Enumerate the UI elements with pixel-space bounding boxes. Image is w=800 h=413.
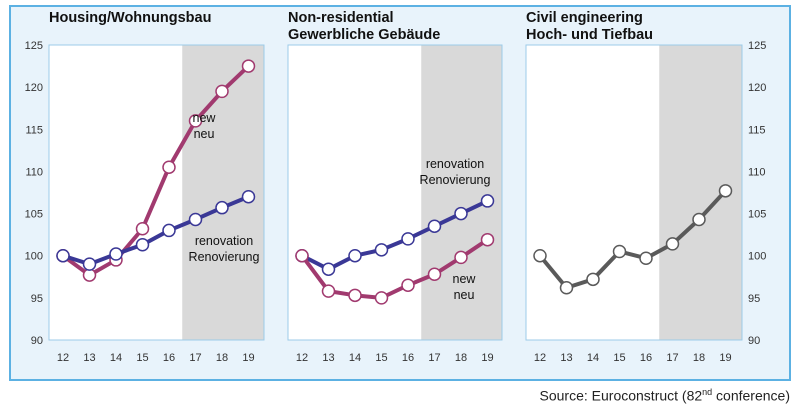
x-tick-label: 16	[163, 352, 175, 364]
data-point-renovation	[374, 243, 389, 257]
data-point-new	[427, 267, 442, 282]
series-label-new: new	[193, 111, 217, 125]
data-point-new	[348, 288, 362, 303]
y-tick-label: 120	[25, 82, 43, 94]
data-point-renovation	[109, 247, 123, 261]
x-tick-label: 15	[375, 352, 387, 364]
series-label-new: new	[453, 272, 477, 286]
x-tick-label: 13	[560, 352, 572, 364]
data-point-new	[374, 291, 389, 305]
series-label-new: neu	[194, 127, 215, 141]
y-tick-label: 110	[748, 166, 766, 178]
x-tick-label: 18	[455, 352, 467, 364]
data-point-renovation	[188, 212, 203, 227]
data-point-civil	[665, 237, 680, 251]
x-tick-label: 14	[349, 352, 361, 364]
x-tick-label: 13	[322, 352, 334, 364]
series-label-renovation: renovation	[195, 234, 253, 248]
source-note: Source: Euroconstruct (82nd conference)	[540, 387, 790, 404]
data-point-renovation	[82, 257, 97, 271]
series-label-renovation: Renovierung	[189, 250, 260, 264]
y-tick-label: 100	[748, 251, 766, 263]
data-point-renovation	[480, 194, 495, 208]
y-tick-label: 125	[25, 40, 43, 52]
data-point-new	[135, 221, 150, 236]
x-tick-label: 12	[296, 352, 308, 364]
data-point-civil	[718, 184, 733, 198]
data-point-renovation	[348, 248, 362, 263]
y-tick-label: 115	[25, 124, 43, 136]
data-point-new	[454, 250, 468, 265]
series-label-renovation: renovation	[426, 157, 484, 171]
data-point-civil	[586, 272, 600, 287]
x-tick-label: 16	[402, 352, 414, 364]
data-point-renovation	[427, 219, 442, 233]
panel-title: Hoch- und Tiefbau	[526, 27, 653, 43]
panel-title: Non-residential	[288, 10, 394, 26]
data-point-renovation	[241, 189, 256, 204]
y-tick-label: 105	[748, 209, 766, 221]
data-point-civil	[612, 244, 627, 259]
data-point-new	[188, 114, 203, 128]
x-tick-label: 18	[216, 352, 228, 364]
source-suffix: conference)	[712, 387, 790, 404]
x-tick-label: 12	[57, 352, 69, 364]
x-tick-label: 15	[613, 352, 625, 364]
y-tick-label: 125	[748, 40, 766, 52]
y-tick-label: 90	[31, 335, 43, 347]
data-point-new	[480, 232, 495, 247]
y-tick-label: 105	[25, 209, 43, 221]
data-point-renovation	[56, 248, 70, 263]
data-point-new	[82, 268, 97, 282]
x-tick-label: 17	[428, 352, 440, 364]
y-tick-label: 95	[748, 293, 760, 305]
x-tick-label: 19	[242, 352, 254, 364]
data-point-new	[162, 160, 176, 174]
data-point-civil	[639, 251, 653, 265]
x-tick-label: 17	[189, 352, 201, 364]
y-tick-label: 95	[31, 293, 43, 305]
data-point-civil	[559, 280, 574, 295]
y-tick-label: 100	[25, 251, 43, 263]
x-tick-label: 12	[534, 352, 546, 364]
x-tick-label: 16	[640, 352, 652, 364]
x-tick-label: 17	[666, 352, 678, 364]
panel-title: Civil engineering	[526, 10, 643, 26]
data-point-new	[321, 284, 336, 298]
data-point-renovation	[215, 200, 229, 215]
y-tick-label: 120	[748, 82, 766, 94]
x-tick-label: 13	[83, 352, 95, 364]
x-tick-label: 15	[136, 352, 148, 364]
series-label-new: neu	[454, 288, 475, 302]
data-point-renovation	[401, 232, 415, 246]
data-point-new	[401, 278, 415, 292]
source-sup: nd	[702, 387, 713, 397]
panel-title: Gewerbliche Gebäude	[288, 27, 440, 43]
data-point-renovation	[321, 262, 336, 276]
forecast-shade	[421, 45, 502, 340]
x-tick-label: 19	[719, 352, 731, 364]
panel-title: Housing/Wohnungsbau	[49, 10, 211, 26]
y-tick-label: 90	[748, 335, 760, 347]
x-tick-label: 14	[587, 352, 599, 364]
y-tick-label: 110	[25, 166, 43, 178]
x-tick-label: 19	[481, 352, 493, 364]
series-label-renovation: Renovierung	[420, 173, 491, 187]
data-point-renovation	[162, 223, 176, 238]
chart-panel-1: Housing/Wohnungsbau 12 13 14 15 16 17 18 19 90 95 1…	[25, 10, 265, 364]
data-point-new	[241, 59, 256, 73]
data-point-new	[215, 84, 229, 99]
x-tick-label: 18	[693, 352, 705, 364]
x-tick-label: 14	[110, 352, 122, 364]
source-prefix: Source: Euroconstruct (82	[539, 387, 703, 404]
data-point-new	[295, 248, 309, 263]
data-point-civil	[533, 248, 547, 263]
data-point-renovation	[135, 238, 150, 252]
data-point-civil	[692, 212, 706, 227]
data-point-renovation	[454, 206, 468, 221]
y-tick-label: 115	[748, 124, 766, 136]
